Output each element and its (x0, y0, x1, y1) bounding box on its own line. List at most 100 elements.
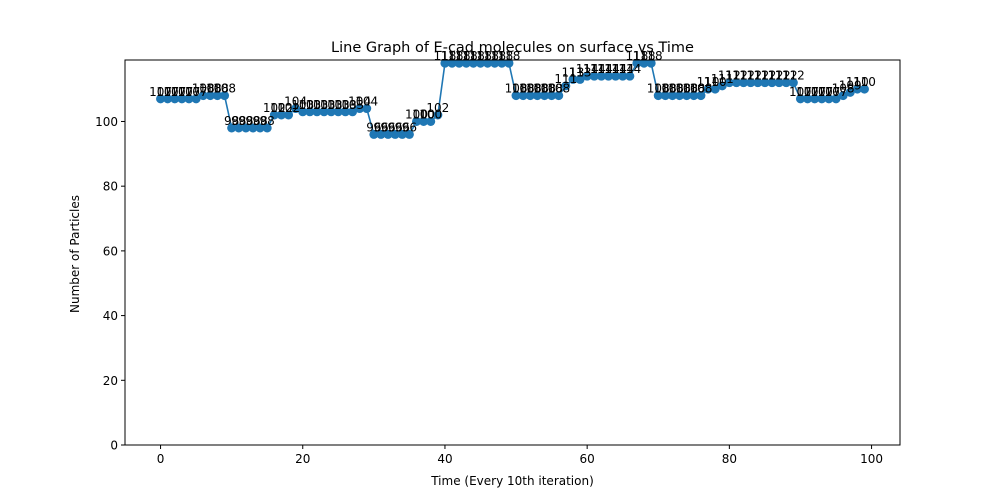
data-label: 98 (260, 114, 275, 128)
data-point (653, 91, 663, 101)
data-label: 107 (149, 85, 172, 99)
data-point (255, 123, 265, 133)
data-label: 96 (373, 120, 388, 134)
data-point (198, 91, 208, 101)
data-point (859, 84, 869, 94)
data-label: 107 (178, 85, 201, 99)
data-label: 98 (238, 114, 253, 128)
data-point (163, 94, 173, 104)
data-label: 110 (704, 75, 727, 89)
data-label: 107 (156, 85, 179, 99)
data-label: 96 (366, 120, 381, 134)
data-point (241, 123, 251, 133)
axes: 0 20 40 60 80 100 0 20 40 60 80 100 (95, 59, 901, 466)
data-label: 100 (405, 107, 428, 121)
data-point (184, 94, 194, 104)
data-label: 114 (590, 62, 613, 76)
data-point (376, 129, 386, 139)
data-point (476, 58, 485, 68)
x-tick-label: 80 (722, 452, 737, 466)
data-label: 102 (426, 101, 449, 115)
data-label: 112 (782, 69, 805, 83)
data-label: 98 (224, 114, 239, 128)
data-label: 112 (718, 69, 741, 83)
data-point (276, 110, 286, 120)
data-point (589, 71, 599, 81)
data-point (234, 123, 244, 133)
data-point (817, 94, 827, 104)
plot-area: 1071071071071071071081081081089898989898… (149, 49, 876, 139)
data-point (504, 58, 514, 68)
data-label: 103 (298, 98, 321, 112)
data-point (220, 91, 230, 101)
data-label: 107 (789, 85, 812, 99)
data-point (696, 91, 706, 101)
data-label: 107 (185, 85, 208, 99)
data-point (611, 71, 621, 81)
data-label: 108 (675, 82, 698, 96)
data-label: 104 (348, 95, 371, 109)
y-tick-label: 80 (103, 180, 118, 194)
data-point (426, 116, 436, 126)
data-label: 113 (561, 65, 584, 79)
data-label: 118 (497, 49, 520, 63)
data-point (468, 58, 478, 68)
data-label: 107 (163, 85, 186, 99)
data-label: 98 (252, 114, 267, 128)
data-label: 108 (512, 82, 535, 96)
data-point (326, 107, 336, 117)
data-point (497, 58, 507, 68)
data-point (781, 78, 791, 88)
data-point (490, 58, 500, 68)
data-label: 103 (341, 98, 364, 112)
x-tick-label: 20 (295, 452, 310, 466)
data-point (397, 129, 407, 139)
data-point (724, 78, 734, 88)
data-point (760, 78, 770, 88)
data-point (369, 129, 379, 139)
data-point (788, 78, 798, 88)
data-label: 111 (554, 72, 577, 86)
data-label: 98 (231, 114, 246, 128)
data-point (596, 71, 606, 81)
data-point (433, 110, 443, 120)
data-label: 96 (380, 120, 395, 134)
data-point (625, 71, 635, 81)
y-tick-label: 100 (95, 115, 118, 129)
data-label: 112 (725, 69, 748, 83)
data-point (319, 107, 329, 117)
x-axis-label: Time (Every 10th iteration) (430, 474, 594, 488)
plot-frame (124, 59, 901, 446)
data-point (739, 78, 749, 88)
data-label: 114 (618, 62, 641, 76)
data-point (731, 78, 741, 88)
data-point (284, 110, 294, 120)
data-label: 107 (825, 85, 848, 99)
data-point (803, 94, 813, 104)
data-label: 108 (689, 82, 712, 96)
data-point (710, 84, 720, 94)
data-label: 98 (245, 114, 260, 128)
data-label: 108 (661, 82, 684, 96)
data-point (269, 110, 279, 120)
data-label: 102 (270, 101, 293, 115)
data-label: 112 (732, 69, 755, 83)
data-point (291, 104, 301, 114)
data-label: 103 (320, 98, 343, 112)
data-label: 103 (327, 98, 350, 112)
data-point (404, 129, 414, 139)
data-point (753, 78, 763, 88)
data-point (582, 71, 592, 81)
data-label: 108 (199, 82, 222, 96)
data-point (660, 91, 670, 101)
data-label: 102 (263, 101, 286, 115)
data-point (831, 94, 841, 104)
data-label: 114 (576, 62, 599, 76)
data-point (170, 94, 180, 104)
data-point (191, 94, 201, 104)
data-point (682, 91, 692, 101)
data-point (568, 74, 578, 84)
data-point (447, 58, 457, 68)
data-label: 108 (647, 82, 670, 96)
data-label: 108 (206, 82, 229, 96)
